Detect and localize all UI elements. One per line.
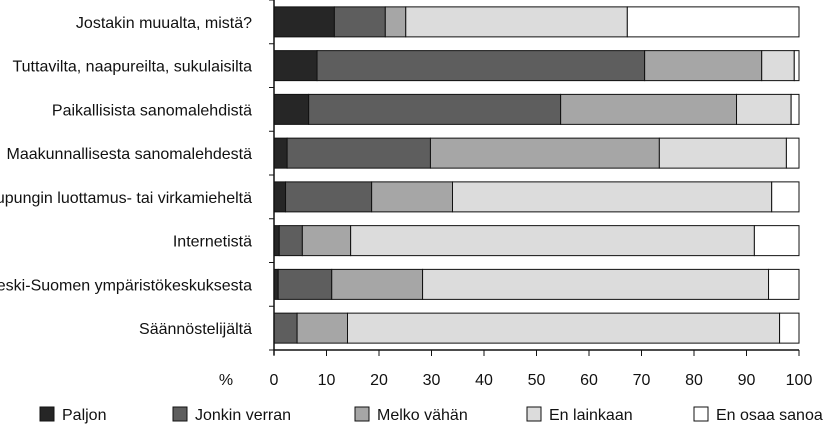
bar-segment bbox=[350, 225, 755, 257]
legend-swatch bbox=[526, 406, 542, 422]
bar-segment bbox=[452, 181, 773, 213]
legend-swatch bbox=[354, 406, 370, 422]
bar-segment bbox=[768, 268, 800, 300]
x-tick-label: 50 bbox=[528, 372, 546, 389]
legend-swatch bbox=[39, 406, 55, 422]
category-label: Tuttavilta, naapureilta, sukulaisilta bbox=[12, 59, 252, 76]
bar-segment bbox=[405, 6, 628, 38]
legend-label: En lainkaan bbox=[549, 407, 633, 424]
category-label: Paikallisista sanomalehdistä bbox=[52, 102, 252, 119]
bar-segment bbox=[761, 50, 795, 82]
bar-segment bbox=[316, 50, 646, 82]
bar-segment bbox=[286, 137, 431, 169]
bar-segment bbox=[560, 93, 738, 125]
category-label: Maakunnallisesta sanomalehdestä bbox=[7, 146, 253, 163]
bar-segment bbox=[331, 268, 424, 300]
bar-segment bbox=[384, 6, 407, 38]
legend-label: Paljon bbox=[62, 407, 106, 424]
bar-segment bbox=[278, 225, 303, 257]
bar-segment bbox=[779, 312, 800, 344]
bar-segment bbox=[658, 137, 787, 169]
bar-segment bbox=[273, 50, 318, 82]
bar-segment bbox=[273, 181, 287, 213]
bar-segment bbox=[371, 181, 453, 213]
category-label: Säännöstelijältä bbox=[139, 321, 252, 338]
bar-segment bbox=[273, 312, 298, 344]
x-tick-label: 40 bbox=[475, 372, 493, 389]
x-tick-label: 80 bbox=[685, 372, 703, 389]
legend-label: En osaa sanoa bbox=[716, 407, 823, 424]
bar-segment bbox=[277, 268, 333, 300]
bar-segment bbox=[273, 6, 335, 38]
legend-label: Melko vähän bbox=[377, 407, 468, 424]
bar-segment bbox=[422, 268, 770, 300]
bar-segment bbox=[347, 312, 781, 344]
bar-segment bbox=[736, 93, 792, 125]
bar-segment bbox=[429, 137, 660, 169]
bar-segment bbox=[644, 50, 763, 82]
category-label: Kaupungin luottamus- tai virkamieheltä bbox=[0, 190, 252, 207]
x-tick-label: 90 bbox=[738, 372, 756, 389]
bar-segment bbox=[793, 50, 800, 82]
bar-segment bbox=[296, 312, 349, 344]
x-tick-label: 100 bbox=[786, 372, 813, 389]
bar-segment bbox=[301, 225, 352, 257]
x-tick-label: 10 bbox=[318, 372, 336, 389]
bar-segment bbox=[790, 93, 800, 125]
bar-segment bbox=[308, 93, 562, 125]
bar-segment bbox=[785, 137, 800, 169]
legend-swatch bbox=[693, 406, 709, 422]
x-tick-label: 20 bbox=[370, 372, 388, 389]
x-tick-label: 70 bbox=[633, 372, 651, 389]
x-tick-label: 0 bbox=[270, 372, 279, 389]
bar-segment bbox=[333, 6, 386, 38]
bar-segment bbox=[771, 181, 800, 213]
x-tick-label: 30 bbox=[423, 372, 441, 389]
bar-segment bbox=[273, 225, 280, 257]
category-label: Keski-Suomen ympäristökeskuksesta bbox=[0, 277, 252, 294]
bar-segment bbox=[285, 181, 373, 213]
category-label: Internetistä bbox=[173, 234, 252, 251]
legend-swatch bbox=[172, 406, 188, 422]
bar-segment bbox=[273, 93, 310, 125]
x-tick-label: 60 bbox=[580, 372, 598, 389]
legend-label: Jonkin verran bbox=[195, 407, 291, 424]
bar-segment bbox=[753, 225, 800, 257]
bar-segment bbox=[273, 137, 288, 169]
x-axis-label: % bbox=[219, 372, 233, 389]
bar-segment bbox=[626, 6, 800, 38]
category-label: Jostakin muualta, mistä? bbox=[76, 15, 252, 32]
